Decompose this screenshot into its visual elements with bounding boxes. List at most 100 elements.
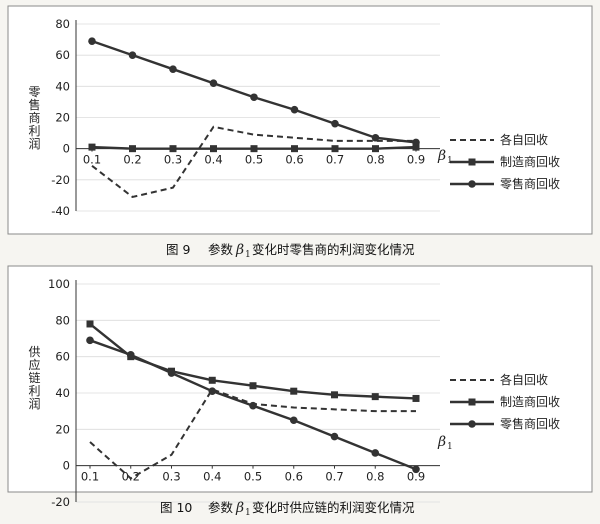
- x-tick-label: 0.5: [245, 153, 263, 167]
- series-point-square: [371, 393, 379, 401]
- series-point-square: [129, 145, 136, 153]
- y-tick-label: 0: [63, 142, 70, 156]
- chart-panel: [7, 5, 593, 235]
- x-tick-label: 0.8: [366, 470, 384, 484]
- series-point-circle: [86, 336, 94, 345]
- x-tick-label: 0.3: [164, 153, 182, 167]
- profit-chart-retailer: -40 -20 0 20 40 60 80 0.1 0.2 0.3 0.4 0.5 0.6 0.7 0.8 0…: [7, 5, 593, 235]
- series-point-circle: [331, 119, 339, 128]
- x-axis-label-sub: 1: [447, 156, 453, 166]
- y-tick-label: 0: [63, 459, 70, 473]
- y-tick-label: 40: [55, 386, 70, 400]
- legend-label: 制造商回收: [500, 394, 560, 409]
- series-point-square: [412, 143, 420, 151]
- y-tick-label: 80: [55, 313, 70, 327]
- x-tick-label: 0.9: [407, 153, 425, 167]
- y-tick-label: 80: [55, 17, 70, 31]
- x-tick-label: 0.1: [81, 470, 99, 484]
- series-point-circle: [250, 93, 258, 102]
- series-point-square: [412, 394, 420, 402]
- series-point-circle: [128, 51, 137, 59]
- x-tick-label: 0.2: [122, 470, 140, 484]
- figure-caption-9: 图 9 参数 β 1 变化时零售商的利润变化情况: [166, 242, 415, 260]
- y-tick-label: 20: [55, 422, 70, 436]
- y-tick-label: 60: [55, 48, 70, 62]
- x-tick-label: 0.6: [285, 470, 303, 484]
- series-point-circle: [126, 351, 135, 359]
- series-point-circle: [371, 449, 380, 457]
- legend-label: 零售商回收: [500, 176, 560, 191]
- caption-text-before: 参数: [208, 500, 234, 515]
- x-tick-label: 0.6: [285, 153, 303, 167]
- series-line-0: [91, 125, 416, 199]
- y-tick-label: 60: [55, 350, 70, 364]
- series-point-square: [250, 145, 258, 153]
- series-point-circle: [412, 465, 420, 474]
- series-point-square: [86, 320, 94, 328]
- x-tick-label: 0.4: [204, 153, 222, 167]
- y-tick-label: 100: [48, 277, 70, 291]
- series-point-circle: [412, 138, 420, 147]
- y-tick-label: -40: [51, 204, 70, 218]
- legend-marker-square: [468, 398, 476, 406]
- x-axis-label-beta: β: [437, 148, 446, 164]
- series-point-circle: [167, 369, 176, 377]
- legend-label: 各自回收: [500, 372, 548, 387]
- caption-beta-sub: 1: [245, 508, 251, 518]
- caption-beta: β: [235, 242, 244, 258]
- series-point-square: [208, 376, 216, 384]
- x-tick-label: 0.3: [162, 470, 180, 484]
- caption-text-after: 变化时供应链的利润变化情况: [252, 500, 415, 515]
- y-tick-label: -20: [51, 173, 70, 187]
- caption-beta-sub: 1: [245, 250, 251, 260]
- profit-chart-supply-chain: -20 0 20 40 60 80 100 0.1 0.2 0.3 0.4 0.5 0.6 0.7 0.8 0…: [7, 265, 593, 509]
- legend-label: 制造商回收: [500, 154, 560, 169]
- series-point-square: [249, 382, 257, 390]
- figure-caption-10: 图 10 参数 β 1 变化时供应链的利润变化情况: [160, 500, 415, 518]
- x-tick-label: 0.8: [366, 153, 384, 167]
- series-point-circle: [249, 401, 257, 410]
- series-point-square: [291, 145, 298, 153]
- y-tick-label: -20: [51, 495, 70, 509]
- y-tick-label: 20: [55, 111, 70, 125]
- caption-prefix: 图 10: [160, 500, 192, 515]
- series-point-circle: [88, 37, 96, 45]
- series-point-square: [331, 145, 339, 153]
- caption-prefix: 图 9: [166, 242, 190, 257]
- x-axis-label-sub: 1: [447, 442, 453, 452]
- series-point-square: [210, 145, 217, 153]
- legend-marker-circle: [468, 180, 476, 188]
- series-point-square: [88, 143, 96, 151]
- caption-beta: β: [235, 500, 244, 516]
- series-point-circle: [330, 432, 339, 441]
- series-point-circle: [208, 387, 217, 395]
- series-point-circle: [289, 416, 298, 425]
- series-point-square: [169, 145, 177, 153]
- x-tick-label: 0.1: [83, 153, 101, 167]
- series-point-square: [331, 391, 338, 399]
- caption-text-before: 参数: [208, 242, 234, 257]
- series-point-square: [372, 145, 379, 153]
- series-point-circle: [371, 133, 380, 142]
- x-tick-label: 0.7: [325, 470, 343, 484]
- caption-text-after: 变化时零售商的利润变化情况: [252, 242, 415, 257]
- series-point-circle: [209, 79, 218, 88]
- y-tick-label: 40: [55, 79, 70, 93]
- series-point-circle: [290, 105, 299, 114]
- x-axis-label-beta: β: [437, 434, 446, 450]
- legend-label: 零售商回收: [500, 416, 560, 431]
- x-tick-label: 0.7: [326, 153, 344, 167]
- x-tick-label: 0.5: [244, 470, 262, 484]
- series-point-square: [290, 387, 298, 395]
- chart-panel: [7, 265, 593, 493]
- x-tick-label: 0.4: [203, 470, 221, 484]
- legend-marker-circle: [468, 420, 476, 428]
- series-point-circle: [169, 65, 177, 73]
- x-tick-label: 0.9: [407, 470, 425, 484]
- y-axis-label: 零售商利润: [27, 85, 41, 150]
- legend-label: 各自回收: [500, 132, 548, 147]
- x-tick-label: 0.2: [123, 153, 141, 167]
